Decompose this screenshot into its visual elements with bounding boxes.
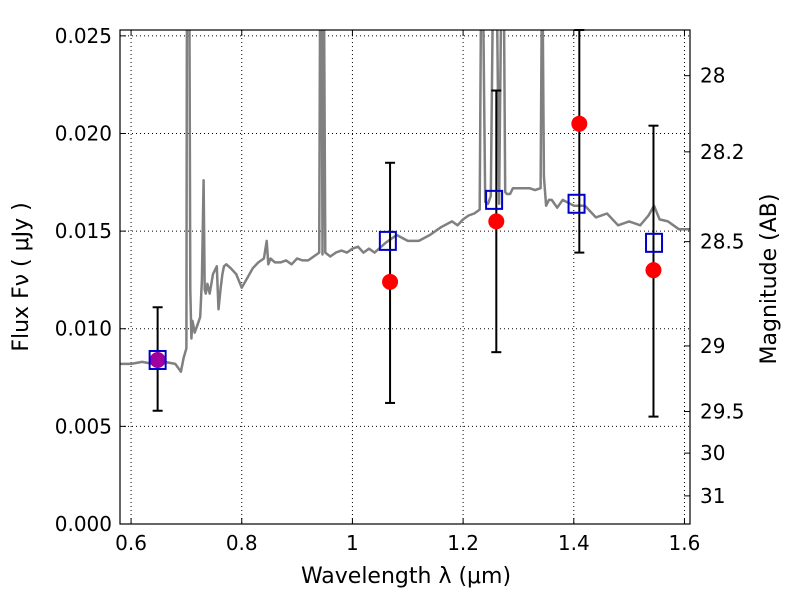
observed-point [571, 115, 588, 132]
y2-tick-label: 29.5 [700, 400, 745, 424]
spectrum-line [120, 30, 690, 373]
observed-point [149, 351, 166, 368]
y2-axis-label: Magnitude (AB) [757, 194, 782, 365]
observed-point [382, 273, 399, 290]
observed-point [645, 262, 662, 279]
axis-ticks: 0.6 0.8 1 1.2 1.4 1.6 0.000 0.005 0.010 0.015 0.02… [55, 24, 745, 555]
model-point [378, 230, 397, 251]
x-tick-label: 1.2 [447, 531, 479, 555]
y-tick-label: 0.005 [55, 414, 112, 438]
y2-tick-label: 28.5 [700, 230, 745, 254]
x-tick-label: 1 [346, 531, 359, 555]
x-tick-label: 0.6 [115, 531, 147, 555]
y-tick-label: 0.015 [55, 219, 112, 243]
y2-tick-label: 30 [700, 441, 725, 465]
x-tick-label: 1.4 [558, 531, 590, 555]
y-axis-label: Flux Fν ( μJy ) [9, 202, 34, 351]
y-tick-label: 0.020 [55, 121, 112, 145]
y2-tick-label: 31 [700, 484, 725, 508]
model-point [148, 349, 167, 370]
model-point [567, 193, 586, 214]
plot-frame [119, 29, 691, 525]
y-tick-label: 0.025 [55, 24, 112, 48]
data-series [120, 29, 690, 418]
y2-tick-label: 28.2 [700, 140, 745, 164]
y-tick-label: 0.000 [55, 512, 112, 536]
y-tick-label: 0.010 [55, 317, 112, 341]
model-point [645, 232, 664, 253]
y2-tick-label: 29 [700, 334, 725, 358]
observed-point [488, 213, 505, 230]
x-axis-label: Wavelength λ (μm) [301, 564, 511, 589]
y2-tick-label: 28 [700, 64, 725, 88]
x-tick-label: 1.6 [669, 531, 701, 555]
x-tick-label: 0.8 [226, 531, 258, 555]
model-point [485, 189, 504, 210]
